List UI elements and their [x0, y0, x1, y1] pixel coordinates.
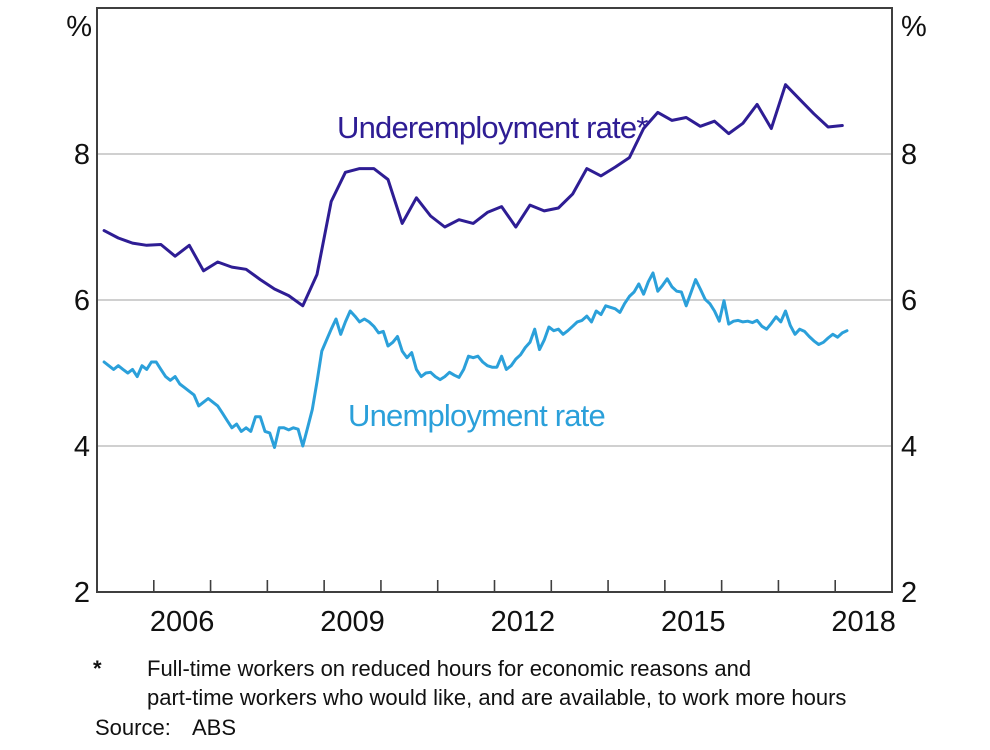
- y-tick-label-left: 4: [74, 431, 90, 463]
- footnote-text-line1: Full-time workers on reduced hours for e…: [147, 656, 752, 681]
- source-label: Source:: [95, 715, 171, 740]
- source-value: ABS: [192, 715, 237, 740]
- x-tick-label: 2006: [150, 606, 215, 638]
- y-tick-label-right: 6: [901, 285, 917, 317]
- y-tick-label-left: 6: [74, 285, 90, 317]
- underemployment-line: [102, 83, 844, 308]
- footnote-text-line2: part-time workers who would like, and ar…: [147, 685, 847, 710]
- unemployment-series-label: Unemployment rate: [348, 398, 606, 433]
- x-tick-label: 2009: [320, 606, 385, 638]
- y-axis-unit-right: %: [901, 11, 927, 43]
- x-tick-label: 2015: [661, 606, 726, 638]
- footnote-asterisk: *: [93, 656, 102, 681]
- y-tick-label-right: 2: [901, 577, 917, 609]
- y-tick-label-right: 8: [901, 139, 917, 171]
- y-tick-label-left: 8: [74, 139, 90, 171]
- y-tick-label-left: 2: [74, 577, 90, 609]
- underemployment-series-label: Underemployment rate*: [337, 110, 648, 145]
- x-tick-label: 2018: [831, 606, 896, 638]
- y-tick-label-right: 4: [901, 431, 917, 463]
- unemployment-line: [102, 271, 849, 449]
- x-tick-label: 2012: [491, 606, 556, 638]
- y-axis-unit-left: %: [66, 11, 92, 43]
